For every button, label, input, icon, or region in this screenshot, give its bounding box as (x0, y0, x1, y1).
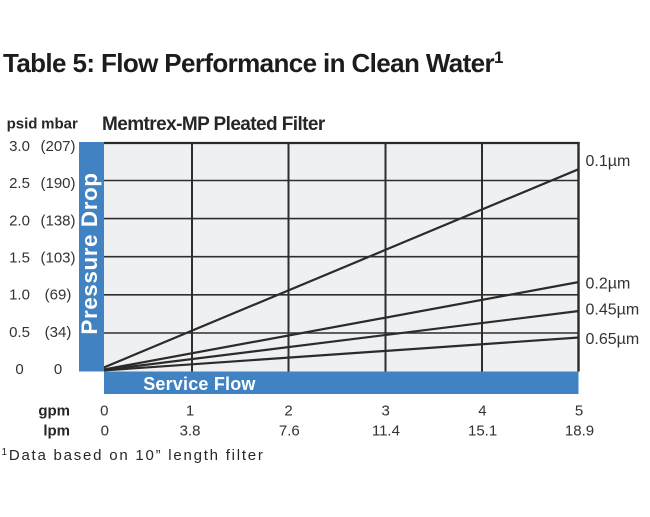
svg-text:Service Flow: Service Flow (143, 374, 256, 394)
svg-text:1.0: 1.0 (9, 287, 30, 304)
svg-text:3: 3 (382, 402, 390, 419)
svg-text:psid: psid (7, 116, 38, 133)
svg-text:2.5: 2.5 (9, 175, 30, 192)
svg-text:3.0: 3.0 (9, 138, 30, 155)
svg-text:(103): (103) (40, 250, 75, 267)
svg-text:Table 5: Flow Performance in C: Table 5: Flow Performance in Clean Water… (3, 48, 503, 78)
svg-text:0: 0 (100, 402, 108, 419)
svg-text:0: 0 (54, 361, 62, 378)
svg-text:11.4: 11.4 (372, 422, 400, 439)
svg-text:2: 2 (284, 402, 292, 419)
svg-text:0.65µm: 0.65µm (586, 331, 640, 348)
svg-text:0.5: 0.5 (9, 324, 30, 341)
svg-text:1.5: 1.5 (9, 250, 30, 267)
svg-text:Memtrex-MP Pleated Filter: Memtrex-MP Pleated Filter (102, 114, 326, 135)
svg-text:2.0: 2.0 (9, 212, 30, 229)
svg-text:1Data based on 10” length filt: 1Data based on 10” length filter (2, 447, 265, 464)
svg-text:Pressure Drop: Pressure Drop (77, 172, 102, 334)
svg-text:lpm: lpm (43, 422, 70, 439)
svg-text:(69): (69) (45, 287, 72, 304)
svg-text:(190): (190) (40, 175, 75, 192)
svg-text:0: 0 (101, 422, 109, 439)
svg-text:15.1: 15.1 (468, 422, 497, 439)
svg-text:7.6: 7.6 (279, 422, 300, 439)
svg-text:0: 0 (15, 361, 23, 378)
svg-text:(138): (138) (40, 212, 75, 229)
svg-text:0.1µm: 0.1µm (586, 153, 631, 170)
svg-text:4: 4 (478, 402, 486, 419)
svg-text:1: 1 (186, 402, 194, 419)
svg-text:(207): (207) (40, 138, 75, 155)
svg-text:5: 5 (575, 402, 583, 419)
svg-text:0.45µm: 0.45µm (586, 301, 640, 318)
svg-text:gpm: gpm (38, 402, 70, 419)
svg-text:mbar: mbar (41, 116, 78, 133)
svg-text:18.9: 18.9 (565, 422, 594, 439)
svg-text:(34): (34) (45, 324, 72, 341)
svg-text:3.8: 3.8 (180, 422, 201, 439)
svg-text:0.2µm: 0.2µm (586, 275, 631, 292)
